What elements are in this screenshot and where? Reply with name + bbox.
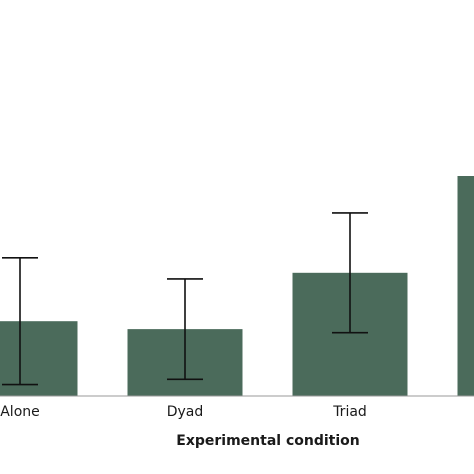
x-tick-labels: AloneDyadTriadFour- (0, 404, 367, 420)
error-bars (2, 212, 368, 386)
x-axis-title: Experimental condition (176, 433, 359, 449)
x-tick-label-alone: Alone (0, 404, 40, 420)
x-tick-label-triad: Triad (332, 404, 367, 420)
error-bar-dyad (167, 278, 203, 381)
error-bar-triad (332, 212, 368, 334)
bars (0, 176, 474, 396)
x-tick-label-dyad: Dyad (167, 404, 204, 420)
error-bar-alone (2, 257, 38, 386)
bar-four (457, 176, 474, 396)
bar-alone (0, 321, 78, 396)
